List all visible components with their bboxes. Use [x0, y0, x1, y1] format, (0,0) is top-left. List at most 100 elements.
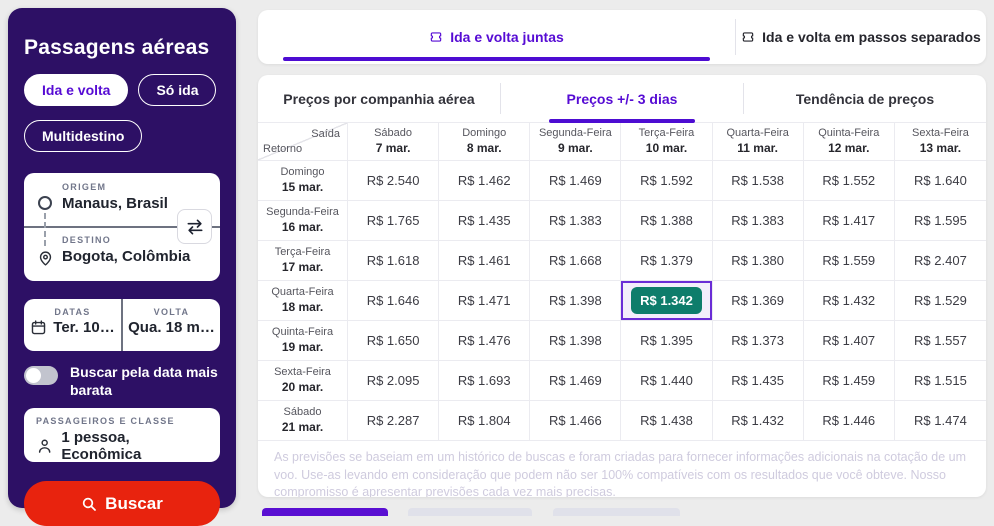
tab-precos-por-companhia[interactable]: Preços por companhia aérea [258, 75, 500, 122]
price-cell[interactable]: R$ 1.383 [712, 201, 804, 241]
price-cell[interactable]: R$ 1.595 [894, 201, 986, 241]
matrix-row-header: Quarta-Feira 18 mar. [258, 281, 348, 321]
route-connector-line [44, 213, 46, 255]
price-cell[interactable]: R$ 1.369 [712, 281, 804, 321]
price-cell[interactable]: R$ 1.342 [621, 281, 713, 321]
matrix-column-header: Terça-Feira 10 mar. [621, 123, 713, 161]
origin-field[interactable]: ORIGEM Manaus, Brasil [24, 173, 220, 223]
price-cell[interactable]: R$ 1.552 [803, 161, 895, 201]
price-cell[interactable]: R$ 1.398 [530, 281, 622, 321]
price-cell[interactable]: R$ 2.287 [348, 401, 440, 441]
price-cell[interactable]: R$ 1.469 [530, 361, 622, 401]
ticket-icon [742, 32, 754, 42]
cheapest-date-toggle[interactable] [24, 366, 58, 385]
price-cell[interactable]: R$ 1.435 [712, 361, 804, 401]
price-cell[interactable]: R$ 1.379 [621, 241, 713, 281]
price-cell[interactable]: R$ 2.407 [894, 241, 986, 281]
dates-card: DATAS Ter. 10… VOLTA Qua. 18 m… [24, 299, 220, 351]
price-cell[interactable]: R$ 1.461 [439, 241, 531, 281]
price-cell[interactable]: R$ 1.476 [439, 321, 531, 361]
price-cell[interactable]: R$ 1.398 [530, 321, 622, 361]
trip-type-round-trip[interactable]: Ida e volta [24, 74, 129, 106]
search-button[interactable]: Buscar [24, 481, 220, 526]
destination-field[interactable]: DESTINO Bogota, Colômbia [24, 223, 220, 273]
price-cell[interactable]: R$ 1.435 [439, 201, 531, 241]
search-button-label: Buscar [105, 493, 163, 513]
price-cell[interactable]: R$ 1.646 [348, 281, 440, 321]
flight-search-panel: Passagens aéreas Ida e volta Só ida Mult… [8, 8, 236, 526]
price-cell[interactable]: R$ 2.095 [348, 361, 440, 401]
price-cell[interactable]: R$ 1.417 [803, 201, 895, 241]
price-cell[interactable]: R$ 1.693 [439, 361, 531, 401]
trip-type-multi-destination[interactable]: Multidestino [24, 120, 143, 152]
tab-label: Tendência de preços [795, 90, 935, 107]
price-cell[interactable]: R$ 1.592 [621, 161, 713, 201]
swap-origin-destination-button[interactable] [177, 209, 212, 244]
price-cell[interactable]: R$ 1.640 [894, 161, 986, 201]
return-date-field[interactable]: VOLTA Qua. 18 m… [123, 299, 220, 351]
price-cell[interactable]: R$ 1.515 [894, 361, 986, 401]
destination-value: Bogota, Colômbia [62, 248, 191, 265]
price-cell[interactable]: R$ 1.438 [621, 401, 713, 441]
price-cell[interactable]: R$ 1.529 [894, 281, 986, 321]
cutoff-tab-bar [408, 508, 532, 516]
price-cell[interactable]: R$ 1.432 [712, 401, 804, 441]
price-cell[interactable]: R$ 1.538 [712, 161, 804, 201]
origin-circle-icon [36, 194, 54, 212]
tabs-divider [735, 19, 736, 55]
tab-ida-volta-juntas[interactable]: Ida e volta juntas [258, 10, 735, 64]
tab-precos-3-dias[interactable]: Preços +/- 3 dias [501, 75, 743, 123]
swap-arrows-icon [187, 219, 202, 234]
matrix-column-header: Sexta-Feira 13 mar. [894, 123, 986, 161]
price-cell[interactable]: R$ 1.395 [621, 321, 713, 361]
matrix-column-header: Quinta-Feira 12 mar. [803, 123, 895, 161]
passengers-class-field[interactable]: PASSAGEIROS E CLASSE 1 pessoa, Econômica [24, 408, 220, 463]
price-cell[interactable]: R$ 1.466 [530, 401, 622, 441]
matrix-row-header: Quinta-Feira 19 mar. [258, 321, 348, 361]
price-cell[interactable]: R$ 1.650 [348, 321, 440, 361]
tab-ida-volta-separados[interactable]: Ida e volta em passos separados [736, 10, 986, 64]
active-tab-underline [549, 119, 695, 123]
cutoff-tab-bar [553, 508, 680, 516]
trip-type-one-way[interactable]: Só ida [138, 74, 217, 106]
price-cell[interactable]: R$ 1.388 [621, 201, 713, 241]
price-cell[interactable]: R$ 1.383 [530, 201, 622, 241]
price-cell[interactable]: R$ 1.668 [530, 241, 622, 281]
departure-date-field[interactable]: DATAS Ter. 10… [24, 299, 121, 351]
price-cell[interactable]: R$ 1.804 [439, 401, 531, 441]
price-cell[interactable]: R$ 1.557 [894, 321, 986, 361]
price-view-tabs: Preços por companhia aérea Preços +/- 3 … [258, 75, 986, 123]
price-cell[interactable]: R$ 1.459 [803, 361, 895, 401]
prices-panel: Preços por companhia aérea Preços +/- 3 … [258, 75, 986, 497]
price-cell[interactable]: R$ 1.469 [530, 161, 622, 201]
price-cell[interactable]: R$ 1.380 [712, 241, 804, 281]
destination-label: DESTINO [62, 235, 112, 245]
forecast-disclaimer: As previsões se baseiam em um histórico … [274, 450, 967, 497]
price-cell[interactable]: R$ 1.446 [803, 401, 895, 441]
price-cell[interactable]: R$ 1.432 [803, 281, 895, 321]
price-cell[interactable]: R$ 1.559 [803, 241, 895, 281]
price-cell[interactable]: R$ 1.765 [348, 201, 440, 241]
cheapest-date-toggle-label: Buscar pela data mais barata [70, 364, 218, 398]
matrix-corner-cell: Saída Retorno [258, 123, 348, 161]
price-cell[interactable]: R$ 1.373 [712, 321, 804, 361]
price-cell[interactable]: R$ 1.407 [803, 321, 895, 361]
matrix-row-header: Sábado 21 mar. [258, 401, 348, 441]
tab-tendencia-precos[interactable]: Tendência de preços [744, 75, 986, 122]
panel-title: Passagens aéreas [24, 36, 210, 59]
price-cell[interactable]: R$ 1.462 [439, 161, 531, 201]
matrix-row-header: Sexta-Feira 20 mar. [258, 361, 348, 401]
return-date-value: Qua. 18 m… [128, 319, 215, 336]
price-cell[interactable]: R$ 1.474 [894, 401, 986, 441]
tab-label: Preços +/- 3 dias [566, 90, 678, 107]
locations-divider [24, 226, 220, 228]
price-cell[interactable]: R$ 2.540 [348, 161, 440, 201]
matrix-column-header: Segunda-Feira 9 mar. [530, 123, 622, 161]
price-cell[interactable]: R$ 1.471 [439, 281, 531, 321]
best-price-badge[interactable]: R$ 1.342 [631, 287, 702, 314]
price-cell[interactable]: R$ 1.618 [348, 241, 440, 281]
cutoff-active-tab-bar [262, 508, 388, 516]
search-icon [82, 497, 97, 511]
calendar-icon [32, 320, 46, 335]
price-cell[interactable]: R$ 1.440 [621, 361, 713, 401]
